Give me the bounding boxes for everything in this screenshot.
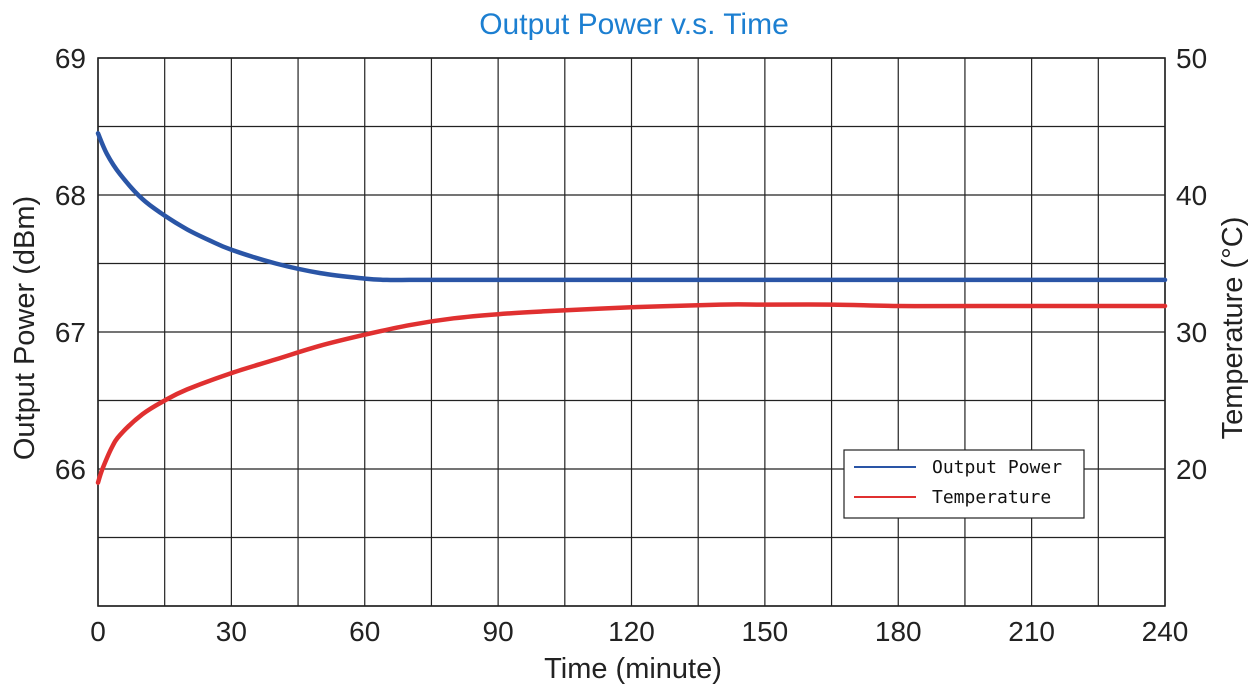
y2-tick-label: 30 [1176,317,1207,348]
y-tick-label: 67 [55,317,86,348]
series-lines [95,131,1168,485]
x-axis-label: Time (minute) [544,653,722,685]
y-tick-label: 66 [55,454,86,485]
chart-title: Output Power v.s. Time [479,8,789,41]
y2-tick-label: 50 [1176,43,1207,74]
x-tick-label: 120 [608,616,655,647]
y2-axis-label: Temperature (°C) [1217,217,1249,440]
series-line-output-power [95,131,1168,283]
y2-tick-label: 40 [1176,180,1207,211]
x-tick-label: 150 [742,616,789,647]
x-tick-label: 180 [875,616,922,647]
y-tick-label: 69 [55,43,86,74]
grid [97,57,1166,607]
y2-tick-label: 20 [1176,454,1207,485]
x-tick-label: 90 [483,616,514,647]
x-tick-label: 240 [1142,616,1189,647]
legend-label-temperature: Temperature [932,487,1051,508]
y-axis-label: Output Power (dBm) [9,196,41,460]
plot-frame [97,57,1166,607]
legend-box [843,449,1085,519]
x-tick-label: 210 [1008,616,1055,647]
legend: Output Power Temperature [843,449,1085,519]
x-tick-label: 60 [349,616,380,647]
y-tick-label: 68 [55,180,86,211]
series-line-temperature [95,302,1168,485]
legend-label-output-power: Output Power [932,457,1062,478]
y-tick-labels: 66 67 68 69 [55,43,86,485]
y2-tick-labels: 20 30 40 50 [1176,43,1207,485]
x-tick-label: 0 [90,616,106,647]
x-tick-label: 30 [216,616,247,647]
x-tick-labels: 0 30 60 90 120 150 180 210 240 [90,616,1188,647]
